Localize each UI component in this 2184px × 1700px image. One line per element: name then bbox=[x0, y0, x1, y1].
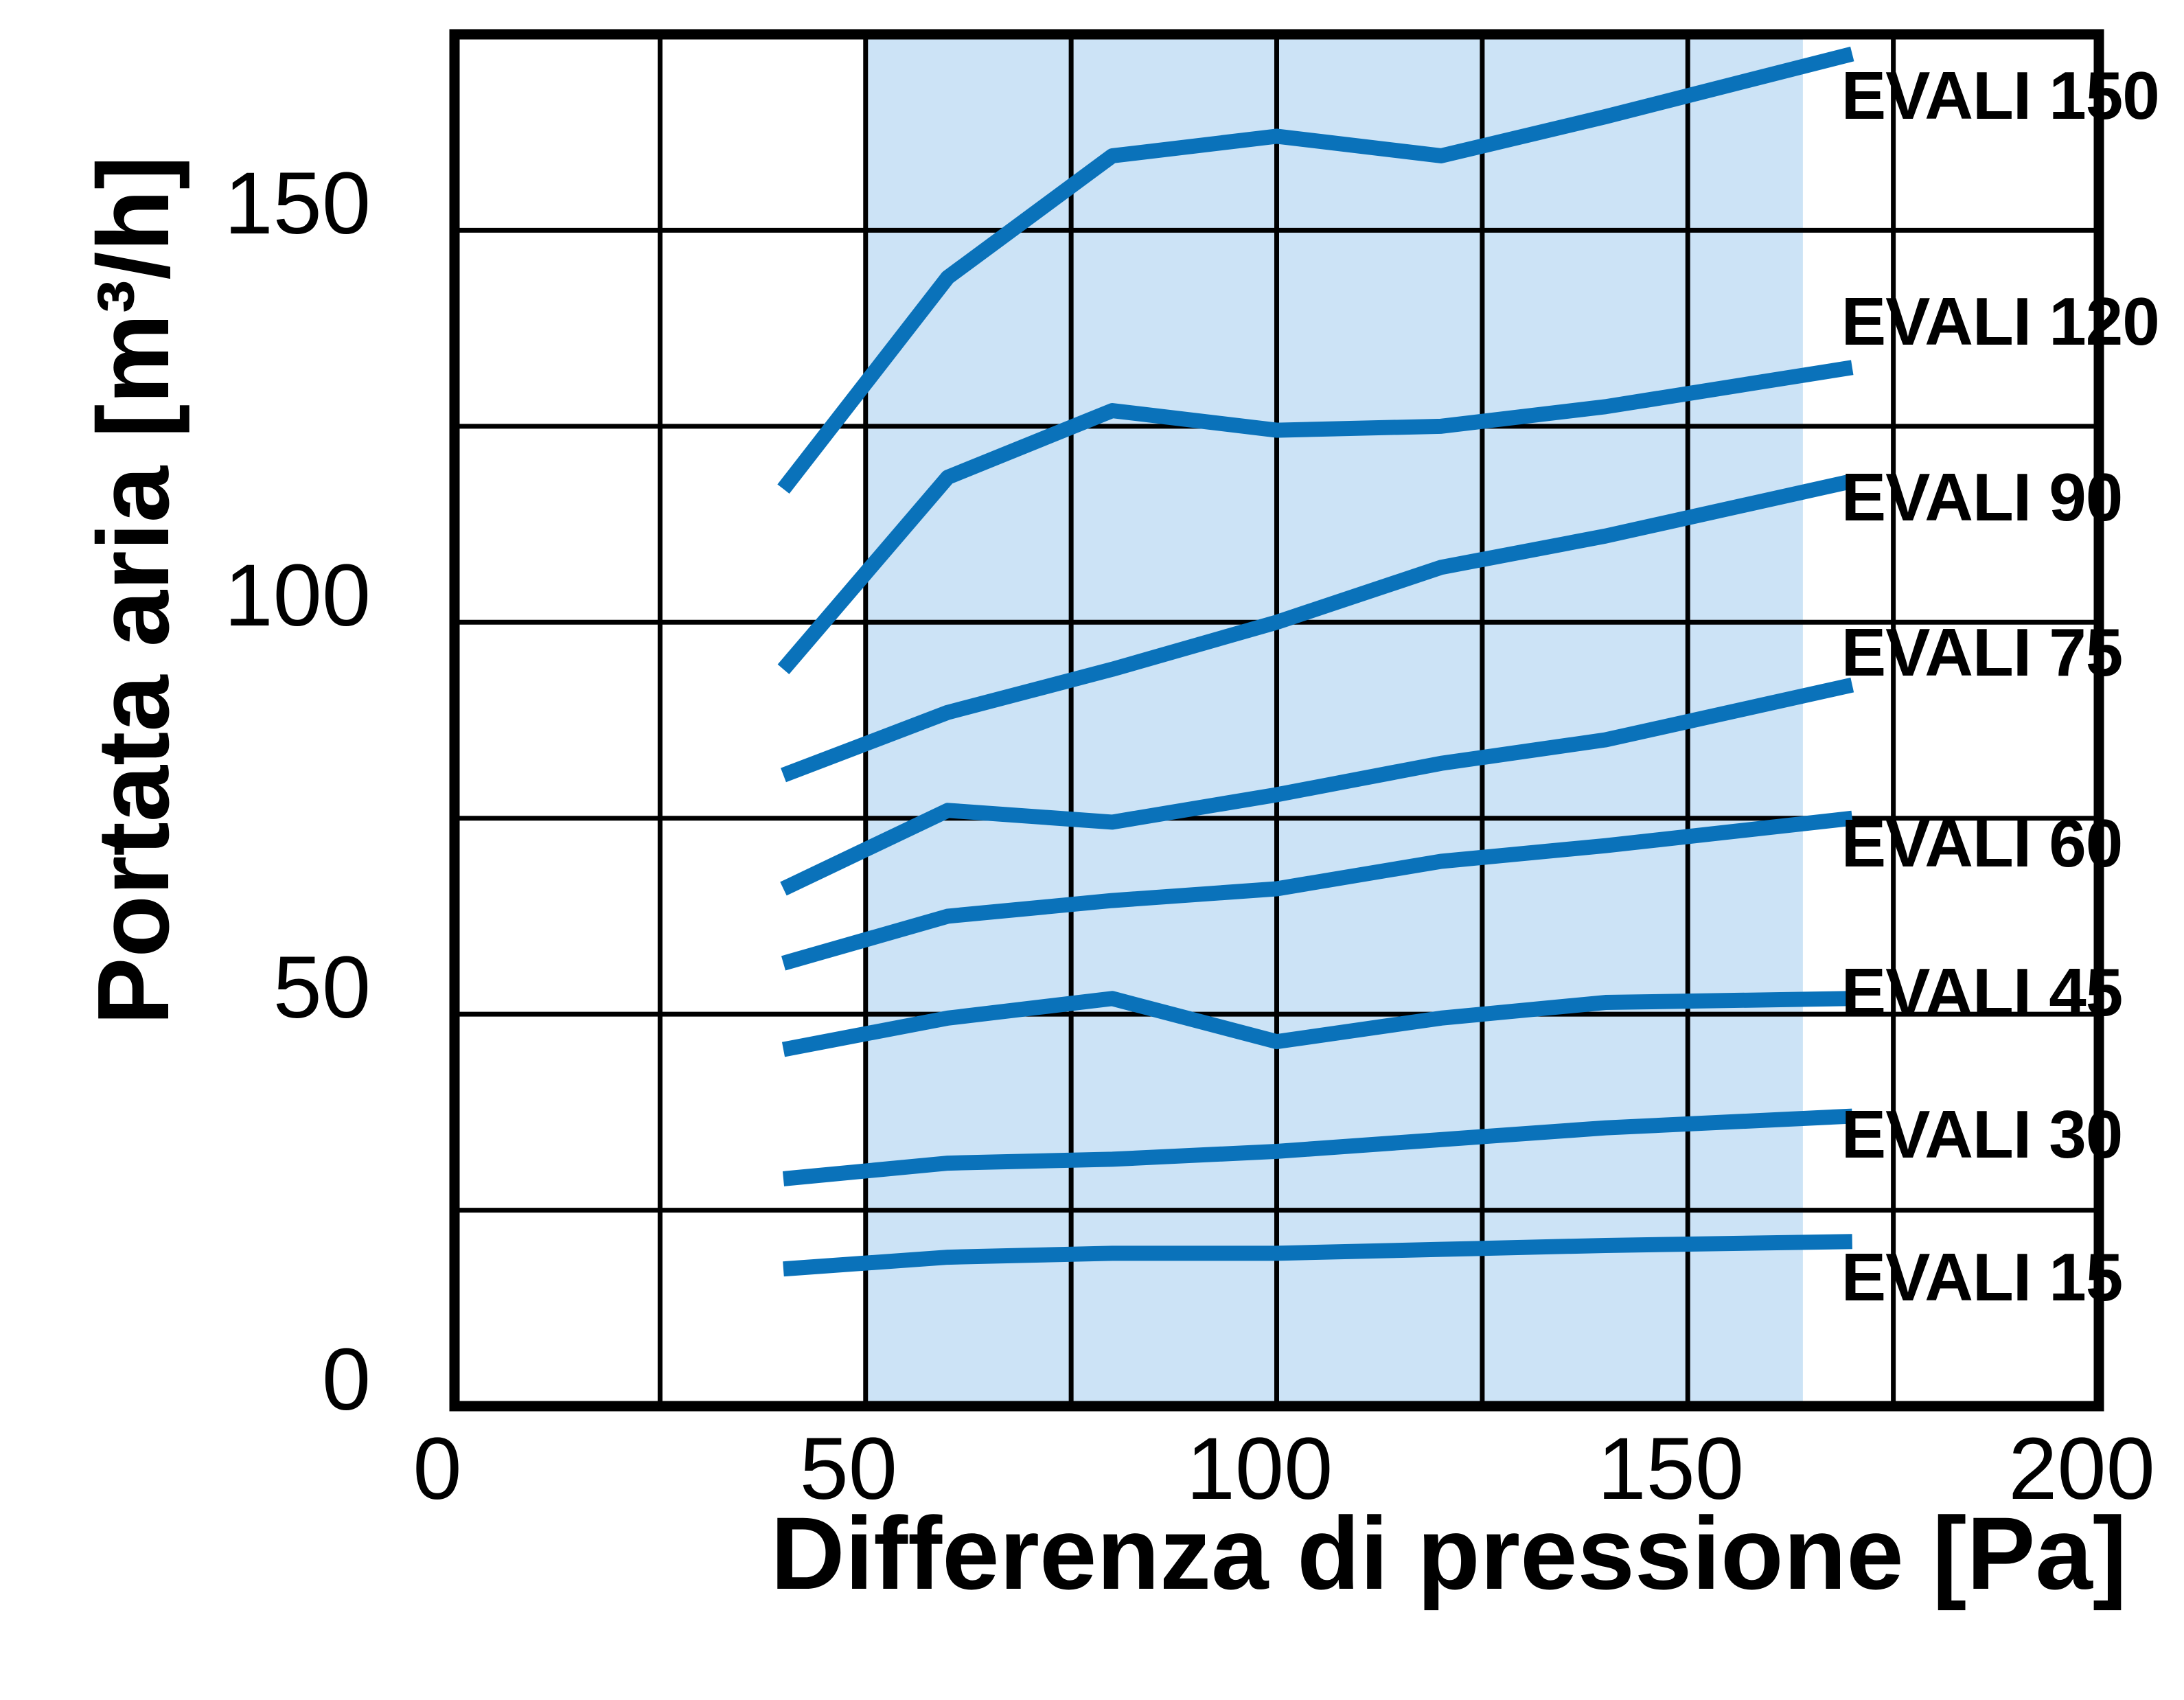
x-tick-label-100: 100 bbox=[1186, 1420, 1333, 1518]
series-label-evali-90: EVALI 90 bbox=[1841, 459, 2124, 535]
highlight-band bbox=[865, 34, 1803, 1406]
series-label-evali-30: EVALI 30 bbox=[1841, 1096, 2124, 1172]
series-label-evali-120: EVALI 120 bbox=[1841, 283, 2160, 359]
series-line-evali-150 bbox=[777, 46, 1854, 494]
y-axis-title: Portata aria [m³/h] bbox=[77, 155, 190, 1026]
x-tick-label-150: 150 bbox=[1597, 1420, 1745, 1518]
y-tick-label-150: 150 bbox=[224, 154, 371, 253]
plot-frame bbox=[449, 29, 2104, 1412]
series-line-evali-60 bbox=[781, 810, 1853, 971]
x-tick-label-0: 0 bbox=[413, 1420, 462, 1518]
series-line-evali-45 bbox=[781, 991, 1852, 1057]
series-label-evali-15: EVALI 15 bbox=[1841, 1239, 2124, 1315]
y-tick-label-0: 0 bbox=[321, 1331, 371, 1429]
series-line-evali-15 bbox=[783, 1234, 1852, 1277]
x-tick-label-50: 50 bbox=[799, 1420, 897, 1518]
series-label-evali-150: EVALI 150 bbox=[1841, 58, 2160, 134]
x-tick-label-200: 200 bbox=[2008, 1420, 2155, 1518]
y-tick-label-50: 50 bbox=[273, 939, 371, 1037]
series-line-evali-120 bbox=[777, 360, 1854, 674]
series-label-evali-45: EVALI 45 bbox=[1841, 954, 2124, 1031]
x-axis-title: Differenza di pressione [Pa] bbox=[770, 1495, 2127, 1611]
y-tick-label-100: 100 bbox=[224, 547, 371, 645]
series-line-evali-90 bbox=[781, 474, 1854, 783]
series-label-evali-75: EVALI 75 bbox=[1841, 614, 2124, 690]
series-line-evali-30 bbox=[782, 1108, 1853, 1186]
series-label-evali-60: EVALI 60 bbox=[1841, 805, 2124, 882]
series-line-evali-75 bbox=[780, 677, 1854, 896]
